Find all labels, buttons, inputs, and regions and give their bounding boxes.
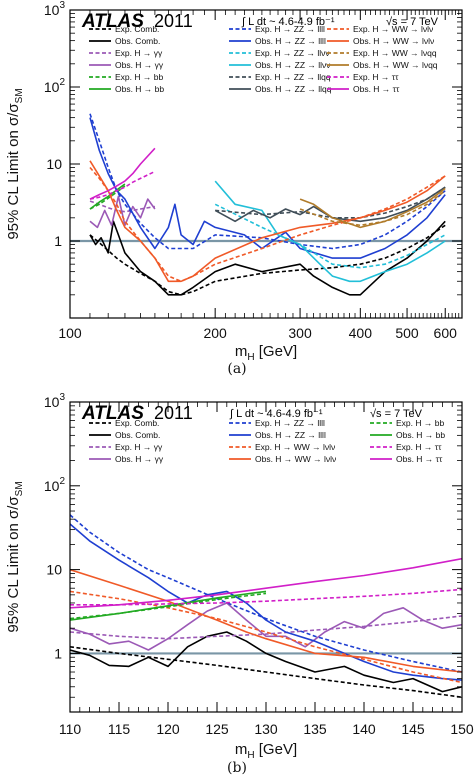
- series-line-6: [70, 590, 462, 684]
- legend-entry-label: Obs. H → bb: [396, 430, 445, 440]
- legend-entry-label: Obs. Comb.: [115, 36, 160, 46]
- year-label: 2011: [154, 403, 193, 423]
- series-group: [70, 514, 462, 698]
- x-tick-label: 150: [450, 721, 474, 737]
- series-line-1: [70, 631, 462, 693]
- x-axis-label: mH [GeV]: [235, 343, 297, 363]
- series-line-1: [89, 220, 446, 296]
- y-tick-label: 10: [46, 156, 62, 172]
- year-label: 2011: [154, 11, 193, 31]
- legend-entry-label: Obs. H → bb: [115, 84, 164, 94]
- series-line-3: [89, 195, 156, 229]
- y-tick-label: 1: [54, 645, 62, 661]
- x-tick-label: 120: [156, 721, 180, 737]
- panel-a: 1 10 102 103 100 200 300 400 500 600 mH [GeV] 95% C…: [5, 0, 463, 377]
- legend: Exp. Comb. Obs. Comb. Exp. H → γγ Obs. H → …: [89, 24, 438, 94]
- x-tick-label: 145: [401, 721, 425, 737]
- panel-caption: (a): [227, 361, 246, 377]
- legend-entry-label: Exp. H → ττ: [396, 442, 442, 452]
- legend-entry-label: Obs. H → WW → lνlν: [255, 454, 336, 464]
- series-line-7: [70, 568, 462, 673]
- series-line-6: [89, 113, 446, 250]
- x-axis-label: mH [GeV]: [235, 741, 297, 761]
- legend-entry-label: Exp. Comb.: [115, 24, 159, 34]
- x-tick-label: 400: [349, 325, 373, 341]
- series-line-10: [70, 588, 462, 606]
- x-tick-label: 115: [108, 721, 131, 737]
- y-tick-label: 102: [44, 77, 66, 95]
- experiment-label: ATLAS: [81, 11, 144, 32]
- legend-entry-label: Obs. H → ττ: [353, 84, 400, 94]
- y-tick-label: 103: [44, 392, 66, 410]
- x-tick-label: 140: [352, 721, 376, 737]
- legend-entry-label: Obs. H → ZZ → llll: [255, 430, 326, 440]
- series-line-11: [70, 557, 462, 609]
- series-line-7: [89, 117, 446, 259]
- legend-entry-label: Exp. H → ZZ → llll: [255, 418, 325, 428]
- legend-entry-label: Obs. Comb.: [115, 430, 160, 440]
- series-line-5: [89, 183, 126, 210]
- series-line-0: [70, 646, 462, 698]
- legend-entry-label: Obs. H → WW → lνlν: [353, 36, 434, 46]
- y-tick-label: 103: [44, 0, 66, 18]
- series-line-9: [70, 590, 267, 621]
- legend-entry-label: Exp. H → γγ: [115, 442, 163, 452]
- legend-entry-label: Obs. H → WW → lνqq: [353, 60, 438, 70]
- panel-caption: (b): [227, 760, 247, 776]
- legend-entry-label: Obs. H → γγ: [115, 454, 164, 464]
- series-line-15: [299, 187, 446, 229]
- x-tick-label: 100: [58, 325, 82, 341]
- legend-entry-label: Obs. H → ZZ → llqq: [255, 84, 332, 94]
- series-line-5: [70, 523, 462, 681]
- series-line-2: [70, 615, 462, 640]
- y-tick-label: 102: [44, 476, 66, 494]
- x-tick-label: 300: [288, 325, 312, 341]
- series-line-8: [214, 203, 446, 269]
- legend-entry-label: Exp. H → ZZ → llqq: [255, 72, 331, 82]
- legend-entry-label: Exp. H → ττ: [353, 72, 399, 82]
- x-tick-label: 110: [59, 721, 82, 737]
- legend-entry-label: Obs. H → γγ: [115, 60, 164, 70]
- series-group: [89, 113, 446, 296]
- y-tick-label: 1: [54, 233, 62, 249]
- legend-entry-label: Exp. H → WW → lνlν: [353, 24, 433, 34]
- luminosity-label: ∫ L dt ~ 4.6-4.9 fb⁻¹: [241, 16, 335, 28]
- series-line-0: [89, 224, 446, 296]
- series-line-9: [214, 180, 446, 283]
- legend-entry-label: Obs. H → ZZ → llνν: [255, 60, 331, 70]
- legend-entry-label: Exp. H → WW → lνlν: [255, 442, 335, 452]
- experiment-label: ATLAS: [81, 403, 144, 424]
- x-tick-label: 500: [395, 325, 419, 341]
- x-tick-label: 200: [203, 325, 227, 341]
- legend-entry-label: Exp. H → ZZ → llνν: [255, 48, 330, 58]
- legend-entry-label: Obs. H → ZZ → llll: [255, 36, 326, 46]
- series-line-12: [89, 166, 446, 283]
- legend-entry-label: Exp. H → WW → lνqq: [353, 48, 437, 58]
- legend-entry-label: Exp. Comb.: [115, 418, 159, 428]
- series-line-16: [89, 170, 156, 200]
- series-line-13: [89, 160, 446, 283]
- series-line-3: [70, 602, 462, 651]
- series-line-4: [89, 185, 126, 210]
- legend: Exp. Comb. Obs. Comb. Exp. H → γγ Obs. H → …: [89, 418, 445, 464]
- series-line-11: [214, 186, 446, 223]
- x-tick-label: 600: [434, 325, 458, 341]
- y-axis-label: 95% CL Limit on σ/σSM: [5, 481, 25, 632]
- y-axis-label: 95% CL Limit on σ/σSM: [5, 88, 25, 239]
- series-line-17: [89, 147, 156, 200]
- luminosity-label: ∫ L dt ~ 4.6-4.9 fb⁻¹: [229, 408, 323, 420]
- energy-label: √s = 7 TeV: [386, 16, 439, 28]
- x-tick-label: 125: [205, 721, 229, 737]
- legend-entry-label: Exp. H → bb: [115, 72, 163, 82]
- energy-label: √s = 7 TeV: [370, 408, 423, 420]
- legend-entry-label: Obs. H → ττ: [396, 454, 443, 464]
- x-tick-label: 130: [254, 721, 278, 737]
- legend-entry-label: Exp. H → γγ: [115, 48, 163, 58]
- x-tick-label: 135: [303, 721, 327, 737]
- legend-entry-label: Exp. H → ZZ → llll: [255, 24, 325, 34]
- y-tick-label: 10: [46, 562, 62, 578]
- legend-entry-label: Exp. H → bb: [396, 418, 444, 428]
